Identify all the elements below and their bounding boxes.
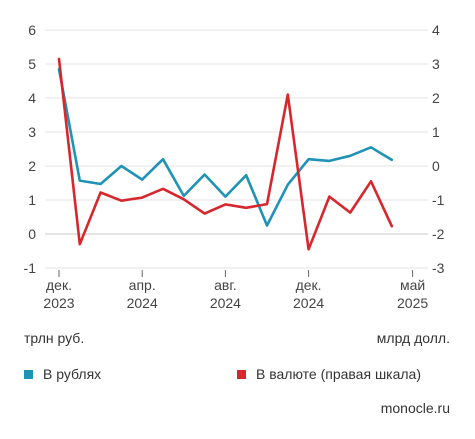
left-tick-label: 1	[28, 192, 36, 208]
left-tick-label: 3	[28, 124, 36, 140]
right-tick-label: 0	[432, 158, 440, 174]
legend-swatch-fx	[237, 369, 246, 379]
left-tick-label: -1	[24, 260, 37, 276]
series-lines	[57, 57, 394, 251]
x-tick-label-year: 2024	[293, 295, 324, 311]
legend-label-rub: В рублях	[43, 366, 102, 382]
x-tick-label-year: 2025	[397, 295, 428, 311]
x-tick-label-year: 2024	[127, 295, 158, 311]
left-tick-label: 2	[28, 158, 36, 174]
left-axis-ticks: 6 5 4 3 2 1 0 -1	[24, 22, 37, 276]
x-tick-label-month: авг.	[214, 277, 237, 293]
chart-plot-area: 6 5 4 3 2 1 0 -1 4 3 2 1 0 -1 -2 -3 дек. 2023 апр. 2024 ав…	[24, 22, 445, 311]
left-tick-label: 5	[28, 56, 36, 72]
series-line-rub	[57, 67, 394, 227]
left-tick-label: 4	[28, 90, 36, 106]
x-tick-label-year: 2023	[43, 295, 74, 311]
left-tick-label: 6	[28, 22, 36, 38]
right-tick-label: 1	[432, 124, 440, 140]
series-line-fx	[57, 57, 394, 251]
right-axis-unit-label: млрд долл.	[376, 330, 450, 346]
right-tick-label: 4	[432, 22, 440, 38]
x-tick-label-month: май	[400, 277, 425, 293]
x-tick-label-month: дек.	[296, 277, 322, 293]
x-axis-ticks: дек. 2023 апр. 2024 авг. 2024 дек. 2024 май 2025	[43, 270, 428, 311]
right-tick-label: -3	[432, 260, 445, 276]
legend-item-fx: В валюте (правая шкала)	[237, 366, 421, 382]
right-tick-label: 2	[432, 90, 440, 106]
right-tick-label: 3	[432, 56, 440, 72]
right-tick-label: -2	[432, 226, 445, 242]
right-tick-label: -1	[432, 192, 445, 208]
x-tick-label-month: апр.	[129, 277, 156, 293]
left-axis-unit-label: трлн руб.	[24, 330, 85, 346]
x-tick-label-year: 2024	[210, 295, 241, 311]
left-tick-label: 0	[28, 226, 36, 242]
legend-label-fx: В валюте (правая шкала)	[256, 366, 422, 382]
legend-swatch-rub	[24, 369, 33, 379]
x-tick-label-month: дек.	[46, 277, 72, 293]
grid-lines	[45, 29, 428, 269]
right-axis-ticks: 4 3 2 1 0 -1 -2 -3	[432, 22, 445, 276]
source-label: monocle.ru	[380, 400, 450, 416]
legend-item-rub: В рублях	[24, 366, 101, 382]
